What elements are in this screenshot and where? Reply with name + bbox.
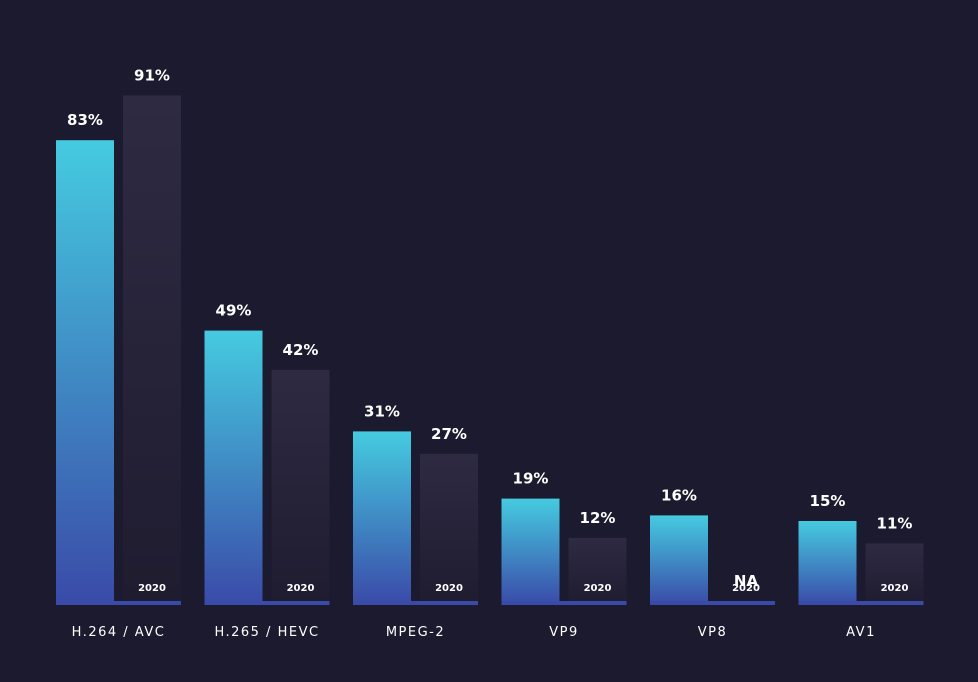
category-label-vp8: VP8 (698, 625, 728, 640)
year-label-h-264-avc: 2020 (138, 583, 166, 594)
bar-2020-mpeg-2 (420, 453, 478, 605)
baseline-mpeg-2 (353, 601, 478, 605)
value-label-2020-vp9: 12% (580, 509, 616, 527)
year-label-mpeg-2: 2020 (435, 583, 463, 594)
value-label-2020-mpeg-2: 27% (431, 425, 467, 443)
year-label-vp9: 2020 (584, 583, 612, 594)
category-label-av1: AV1 (846, 625, 876, 640)
year-label-av1: 2020 (881, 583, 909, 594)
baseline-vp8 (650, 601, 775, 605)
baseline-vp9 (501, 601, 627, 605)
value-label-2020-h-265-hevc: 42% (283, 341, 319, 359)
bar-2020-h-264-avc (123, 95, 181, 606)
value-label-current-vp8: 16% (661, 486, 697, 504)
baseline-h-264-avc (56, 601, 181, 605)
bar-2020-h-265-hevc (271, 369, 330, 605)
value-label-2020-vp8: NA (734, 572, 759, 590)
plot-area: 83% 91% 2020 H.264 / AVC 49% 42% 2020 H.265 / H… (56, 66, 924, 640)
bar-current-vp9 (501, 498, 560, 605)
value-label-current-av1: 15% (810, 492, 846, 510)
value-label-current-vp9: 19% (513, 470, 549, 488)
baseline-h-265-hevc (204, 601, 330, 605)
bar-2020-vp9 (568, 537, 627, 605)
baseline-av1 (798, 601, 924, 605)
bar-current-h-265-hevc (204, 330, 263, 605)
category-label-h-264-avc: H.264 / AVC (72, 625, 166, 640)
category-label-h-265-hevc: H.265 / HEVC (214, 625, 319, 640)
value-label-2020-h-264-avc: 91% (134, 66, 170, 84)
value-label-current-mpeg-2: 31% (364, 402, 400, 420)
category-label-mpeg-2: MPEG-2 (386, 625, 445, 640)
year-label-h-265-hevc: 2020 (287, 583, 315, 594)
year-label-vp8: 2020 (732, 583, 760, 594)
bar-current-vp8 (650, 515, 708, 605)
bar-current-h-264-avc (56, 140, 114, 605)
bar-current-av1 (798, 521, 857, 605)
bar-current-mpeg-2 (353, 431, 411, 605)
bar-2020-av1 (865, 543, 924, 605)
value-label-2020-av1: 11% (877, 514, 913, 532)
category-label-vp9: VP9 (549, 625, 579, 640)
value-label-current-h-265-hevc: 49% (216, 302, 252, 320)
value-label-current-h-264-avc: 83% (67, 111, 103, 129)
